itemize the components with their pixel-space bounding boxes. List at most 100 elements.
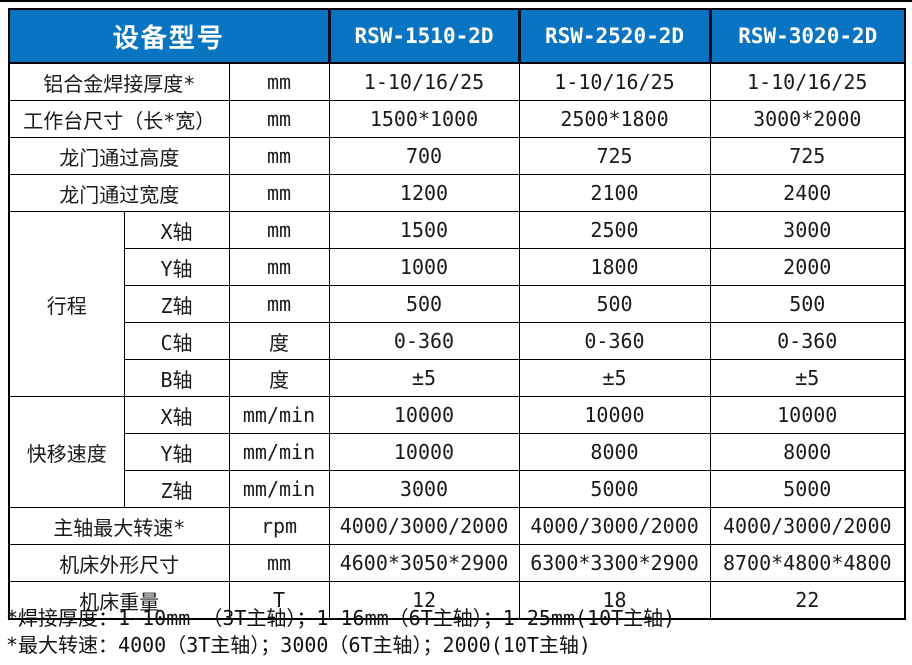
spec-value: 1500*1000 [328,100,520,138]
spec-unit: mm [228,62,330,101]
spec-value: 18 [518,581,711,620]
spec-value: 725 [709,137,906,175]
footnote-weld-thickness: *焊接厚度：1-10mm （3T主轴）；1-16mm（6T主轴）；1-25mm(… [6,606,676,630]
spec-value: 8000 [518,433,711,471]
spec-table: 设备型号 RSW-1510-2D RSW-2520-2D RSW-3020-2D… [8,8,906,620]
spec-unit: mm [228,248,330,286]
spec-value: 3000 [328,470,520,508]
spec-value: 4600*3050*2900 [328,544,520,582]
spec-unit: rpm [228,507,330,545]
spec-value: 8000 [709,433,906,471]
group-label-stroke: 行程 [8,211,125,397]
spec-unit: mm/min [228,470,330,508]
spec-label: 机床外形尺寸 [8,544,230,582]
spec-row-stroke-b: B轴 度 ±5 ±5 ±5 [9,359,906,397]
spec-label: 龙门通过宽度 [8,174,230,212]
axis-label: Y轴 [123,433,230,471]
spec-value: 10000 [328,433,520,471]
spec-value: 2500*1800 [518,100,711,138]
spec-value: 3000*2000 [709,100,906,138]
top-border-line [0,0,912,2]
spec-unit: mm/min [228,396,330,434]
spec-value: 8700*4800*4800 [709,544,906,582]
header-model-rsw-2520-2d: RSW-2520-2D [517,9,710,64]
axis-label: Z轴 [123,285,230,323]
spec-value: 4000/3000/2000 [518,507,711,545]
spec-value: 5000 [518,470,711,508]
spec-value: ±5 [328,359,520,397]
spec-row-rapid-z: Z轴 mm/min 3000 5000 5000 [9,470,906,508]
spec-value: 2400 [709,174,906,212]
spec-value: 0-360 [518,322,711,360]
spec-value: 2500 [518,211,711,249]
footnotes: *焊接厚度：1-10mm （3T主轴）；1-16mm（6T主轴）；1-25mm(… [6,605,675,659]
spec-label: 铝合金焊接厚度* [8,62,230,101]
spec-label: 工作台尺寸（长*宽） [8,100,230,138]
spec-row-gantry-width: 龙门通过宽度 mm 1200 2100 2400 [8,174,906,212]
axis-label: X轴 [123,396,230,434]
spec-unit: mm/min [228,433,330,471]
spec-value: 6300*3300*2900 [518,544,711,582]
spec-value: 4000/3000/2000 [709,507,906,545]
footnote-max-speed: *最大转速：4000（3T主轴）；3000（6T主轴）；2000(10T主轴) [6,633,591,657]
spec-value: 500 [328,285,520,323]
axis-label: X轴 [123,211,230,249]
spec-value: ±5 [709,359,906,397]
spec-value: 0-360 [709,322,906,360]
spec-row-spindle-speed: 主轴最大转速* rpm 4000/3000/2000 4000/3000/200… [8,507,906,545]
spec-value: 700 [328,137,520,175]
spec-unit: mm [228,174,330,212]
spec-unit: 度 [228,322,330,360]
spec-value: 1500 [328,211,520,249]
spec-value: 3000 [709,211,906,249]
group-label-rapid-speed: 快移速度 [8,396,125,508]
spec-value: 0-360 [328,322,520,360]
axis-label: B轴 [123,359,230,397]
spec-value: 2000 [709,248,906,286]
spec-row-stroke-z: Z轴 mm 500 500 500 [9,285,906,323]
spec-label: 龙门通过高度 [8,137,230,175]
spec-row-machine-weight: 机床重量 T 12 18 22 [8,581,906,620]
spec-value: 1800 [518,248,711,286]
spec-unit: mm [228,544,330,582]
spec-value: 500 [709,285,906,323]
spec-row-rapid-y: Y轴 mm/min 10000 8000 8000 [9,433,906,471]
spec-value: 725 [518,137,711,175]
spec-value: 1-10/16/25 [709,62,906,101]
spec-row-stroke-x: 行程 X轴 mm 1500 2500 3000 [8,211,906,397]
header-device-model-label: 设备型号 [9,9,329,64]
spec-value: 10000 [518,396,711,434]
spec-row-gantry-height: 龙门通过高度 mm 700 725 725 [8,137,906,175]
header-model-rsw-3020-2d: RSW-3020-2D [708,9,905,64]
spec-row-stroke-y: Y轴 mm 1000 1800 2000 [9,248,906,286]
spec-label: 主轴最大转速* [8,507,230,545]
spec-unit: mm [228,137,330,175]
spec-row-weld-thickness: 铝合金焊接厚度* mm 1-10/16/25 1-10/16/25 1-10/1… [8,62,906,101]
spec-value: 2100 [518,174,711,212]
spec-label: 机床重量 [8,581,230,620]
spec-unit: mm [228,285,330,323]
spec-value: 1-10/16/25 [518,62,711,101]
header-model-rsw-1510-2d: RSW-1510-2D [327,9,519,64]
spec-unit: mm [228,100,330,138]
spec-unit: T [228,581,330,620]
spec-unit: mm [228,211,330,249]
spec-row-stroke-c: C轴 度 0-360 0-360 0-360 [9,322,906,360]
axis-label: Y轴 [123,248,230,286]
spec-value: 1200 [328,174,520,212]
spec-value: 1000 [328,248,520,286]
spec-row-machine-dimensions: 机床外形尺寸 mm 4600*3050*2900 6300*3300*2900 … [8,544,906,582]
header-row: 设备型号 RSW-1510-2D RSW-2520-2D RSW-3020-2D [9,9,905,64]
spec-value: 4000/3000/2000 [328,507,520,545]
spec-value: 1-10/16/25 [328,62,520,101]
spec-value: 500 [518,285,711,323]
axis-label: C轴 [123,322,230,360]
spec-row-rapid-x: 快移速度 X轴 mm/min 10000 10000 10000 [8,396,906,508]
spec-value: 10000 [709,396,906,434]
spec-value: 10000 [328,396,520,434]
spec-unit: 度 [228,359,330,397]
spec-value: 5000 [709,470,906,508]
spec-row-worktable-size: 工作台尺寸（长*宽） mm 1500*1000 2500*1800 3000*2… [8,100,906,138]
spec-value: 22 [709,581,906,620]
